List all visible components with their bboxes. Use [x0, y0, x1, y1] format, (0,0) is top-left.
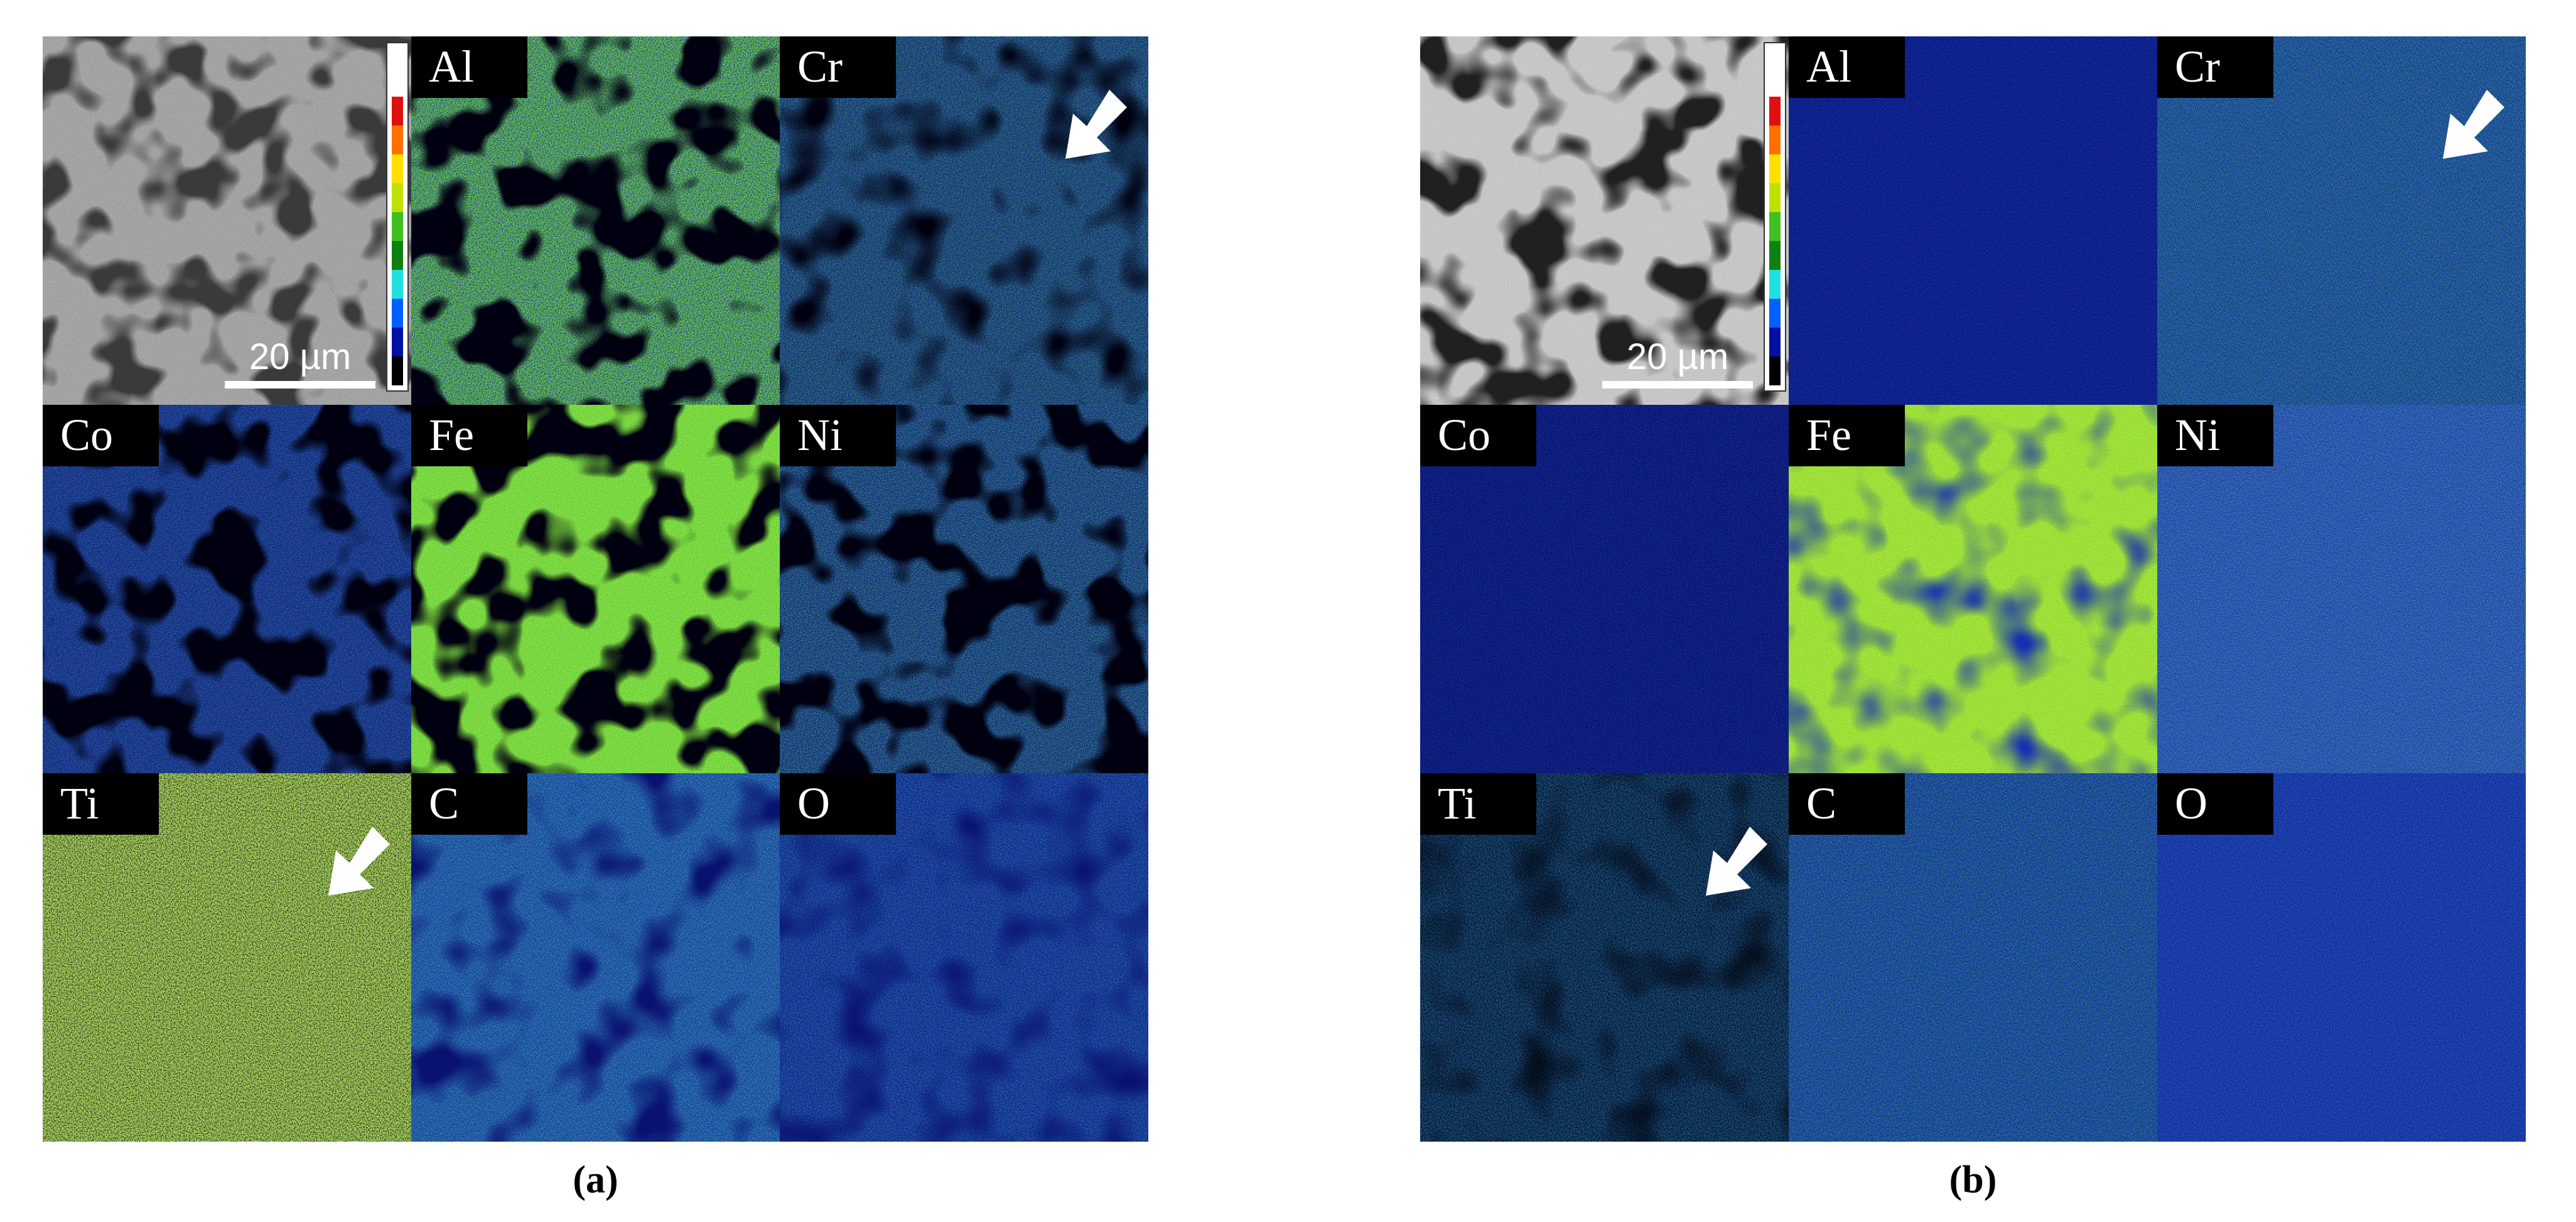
arrow	[328, 827, 390, 896]
element-map: Cr	[780, 36, 1148, 405]
element-map: Fe	[1789, 405, 2157, 773]
element-map: O	[780, 773, 1148, 1142]
label-box	[1420, 773, 1536, 835]
arrow	[1065, 90, 1127, 159]
element-label: C	[1806, 778, 1836, 828]
label-box	[1420, 405, 1536, 466]
element-label: Cr	[2175, 41, 2220, 92]
element-map: Co	[1420, 405, 1789, 773]
panel-caption: (a)	[573, 1159, 618, 1201]
element-label: O	[2175, 778, 2207, 828]
label-box	[411, 36, 527, 98]
element-label: Al	[1806, 41, 1851, 92]
label-box	[2157, 36, 2273, 98]
element-label: Ni	[2175, 410, 2220, 460]
label-box	[2157, 405, 2273, 466]
panel-caption: (b)	[1949, 1159, 1997, 1201]
label-box	[780, 405, 896, 466]
arrow	[2443, 90, 2504, 159]
label-box	[1789, 773, 1905, 835]
element-map: Ti	[1420, 773, 1789, 1142]
label-box	[780, 773, 896, 835]
element-label: Al	[429, 41, 474, 92]
element-map: Ni	[780, 405, 1148, 773]
panel: 20 µm Al Cr Co Fe Ni Ti C O (b)	[1420, 36, 2526, 1201]
element-map: C	[1789, 773, 2157, 1142]
element-label: O	[797, 778, 830, 828]
sem-image: 20 µm	[1420, 36, 1789, 405]
label-box	[411, 773, 527, 835]
element-label: Fe	[429, 410, 474, 460]
scale-label: 20 µm	[249, 336, 351, 377]
element-label: Ti	[60, 778, 99, 828]
element-label: Co	[60, 410, 113, 460]
label-box	[43, 405, 159, 466]
label-box	[1789, 405, 1905, 466]
element-map: Al	[1789, 36, 2157, 405]
element-map: Cr	[2157, 36, 2526, 405]
panel: 20 µm Al Cr Co Fe Ni Ti C O (a)	[43, 36, 1148, 1201]
label-box	[1789, 36, 1905, 98]
label-box	[780, 36, 896, 98]
element-map: Co	[43, 405, 411, 773]
scale-label: 20 µm	[1627, 336, 1728, 377]
label-box	[411, 405, 527, 466]
element-map: Al	[411, 36, 780, 405]
label-box	[43, 773, 159, 835]
element-map: C	[411, 773, 780, 1142]
element-map: O	[2157, 773, 2526, 1142]
arrow	[1706, 827, 1767, 896]
label-box	[2157, 773, 2273, 835]
element-label: Ti	[1438, 778, 1476, 828]
element-map: Fe	[411, 405, 780, 773]
element-map: Ni	[2157, 405, 2526, 773]
element-map: Ti	[43, 773, 411, 1142]
element-label: Cr	[797, 41, 843, 92]
element-label: Fe	[1806, 410, 1851, 460]
element-label: Ni	[797, 410, 843, 460]
element-label: C	[429, 778, 459, 828]
element-label: Co	[1438, 410, 1490, 460]
sem-image: 20 µm	[43, 36, 411, 405]
